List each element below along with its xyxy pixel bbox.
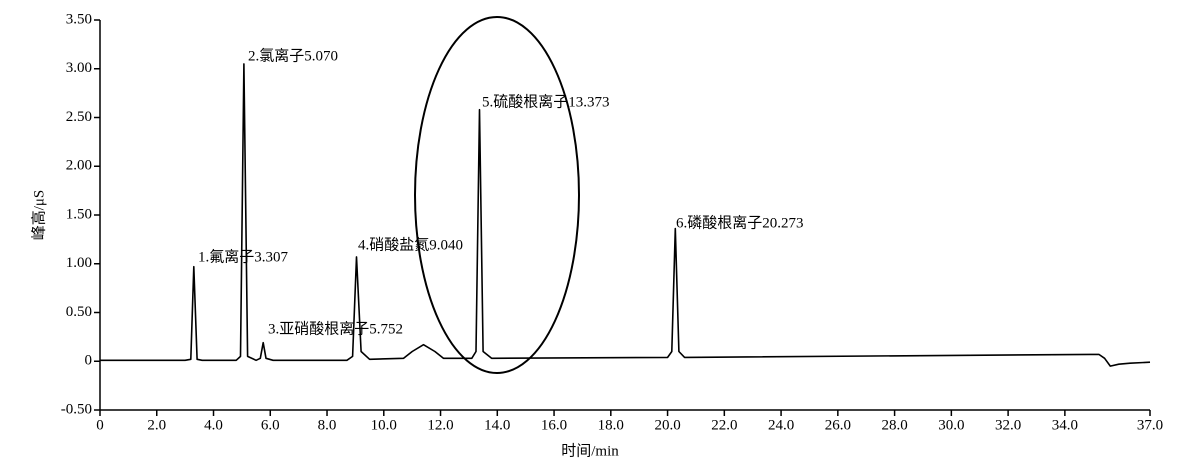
x-tick-label: 22.0 <box>711 417 737 433</box>
x-tick-label: 10.0 <box>371 417 397 433</box>
peak-annotation: 3.亚硝酸根离子5.752 <box>268 320 403 337</box>
x-tick-label: 2.0 <box>147 417 166 433</box>
x-tick-label: 18.0 <box>598 417 624 433</box>
x-tick-label: 8.0 <box>318 417 337 433</box>
x-tick-label: 30.0 <box>938 417 964 433</box>
y-tick-label: 1.50 <box>66 206 92 222</box>
x-tick-label: 24.0 <box>768 417 794 433</box>
peak-annotation: 5.硫酸根离子13.373 <box>482 93 610 110</box>
peak-annotation: 2.氯离子5.070 <box>248 47 338 64</box>
y-tick-label: 0.50 <box>66 304 92 320</box>
x-tick-label: 34.0 <box>1052 417 1078 433</box>
y-tick-label: -0.50 <box>61 401 92 417</box>
x-tick-label: 20.0 <box>654 417 680 433</box>
x-tick-label: 37.0 <box>1137 417 1163 433</box>
y-tick-label: 0 <box>85 353 93 369</box>
y-tick-label: 2.00 <box>66 158 92 174</box>
chromatogram-trace <box>100 63 1151 367</box>
y-axis-label: 峰高/μS <box>30 190 47 241</box>
peak-annotation: 1.氟离子3.307 <box>198 248 289 265</box>
highlight-ellipse <box>414 16 580 374</box>
x-tick-label: 0 <box>96 417 104 433</box>
peak-annotation: 4.硝酸盐氮9.040 <box>358 236 463 253</box>
x-axis-label: 时间/min <box>561 442 619 459</box>
y-tick-label: 3.00 <box>66 60 92 76</box>
x-tick-label: 32.0 <box>995 417 1021 433</box>
x-tick-label: 26.0 <box>825 417 851 433</box>
y-tick-label: 1.00 <box>66 255 92 271</box>
x-tick-label: 12.0 <box>427 417 453 433</box>
x-tick-label: 6.0 <box>261 417 280 433</box>
x-tick-label: 16.0 <box>541 417 567 433</box>
x-tick-label: 4.0 <box>204 417 223 433</box>
y-tick-label: 2.50 <box>66 109 92 125</box>
y-tick-label: 3.50 <box>66 11 92 27</box>
x-tick-label: 14.0 <box>484 417 510 433</box>
x-tick-label: 28.0 <box>881 417 907 433</box>
peak-annotation: 6.磷酸根离子20.273 <box>676 214 804 231</box>
